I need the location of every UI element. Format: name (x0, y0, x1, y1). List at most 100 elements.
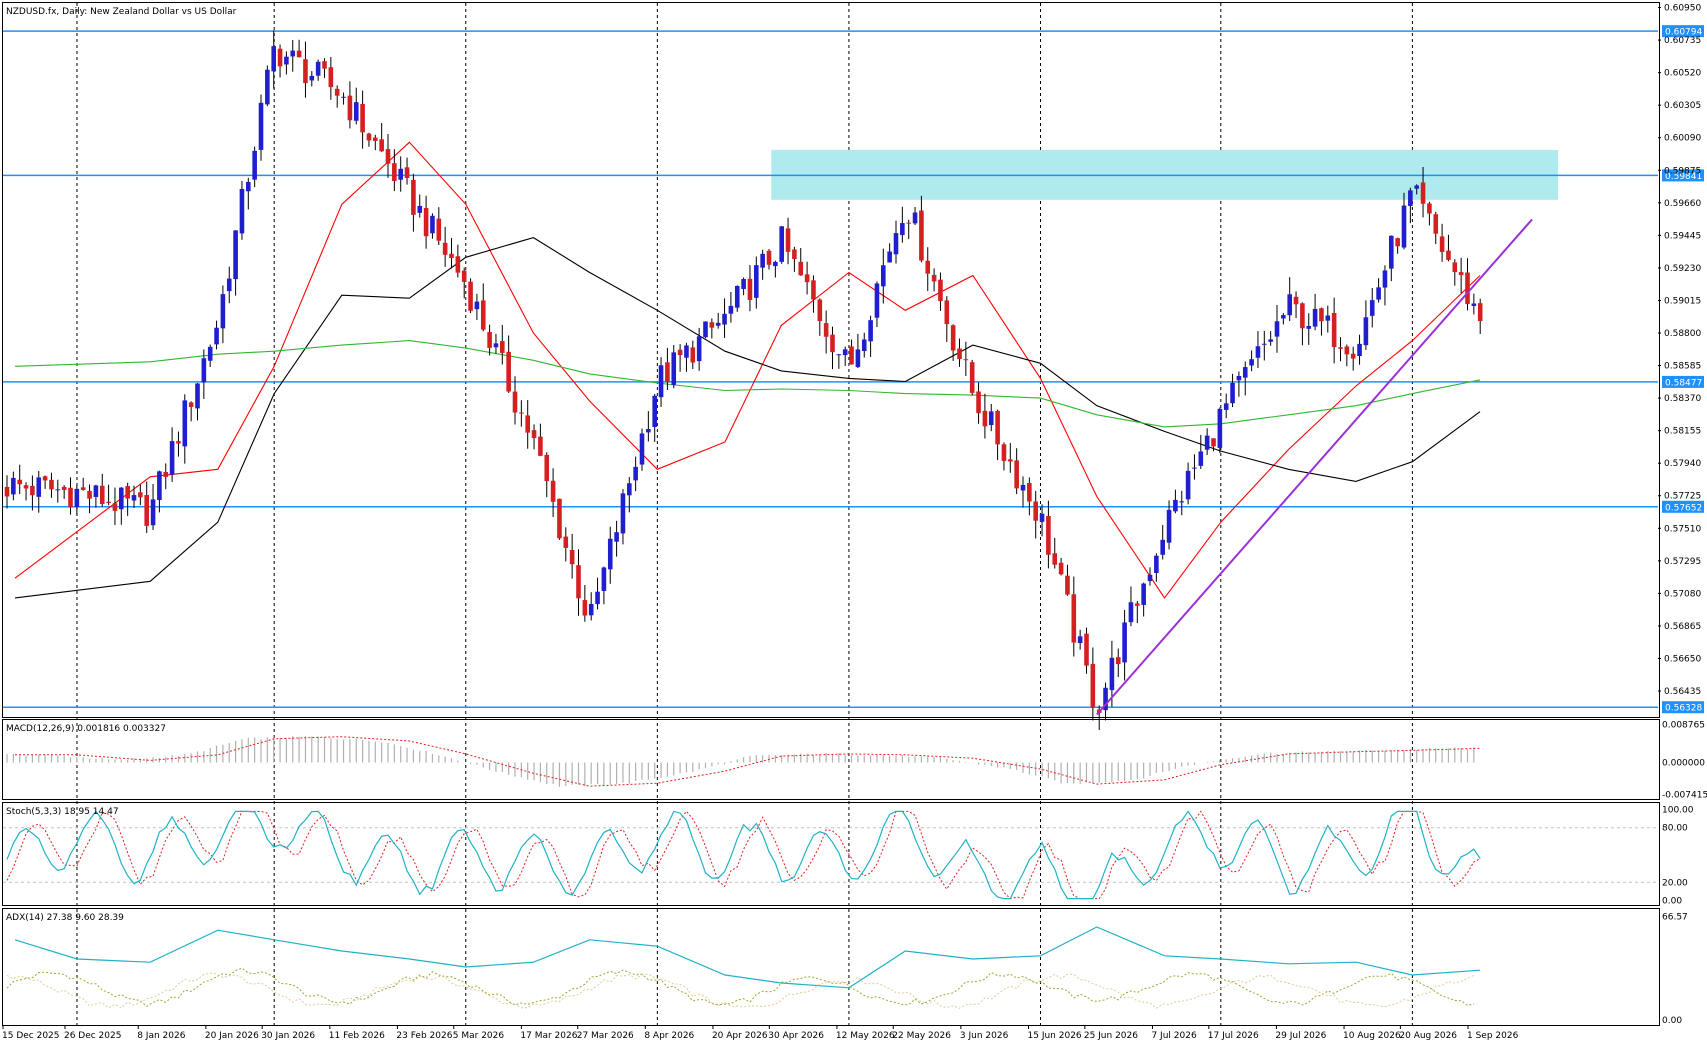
candle-body (658, 365, 664, 398)
candle-body (455, 256, 461, 273)
date-axis-tick-15: 3 Jun 2026 (960, 1031, 1009, 1041)
candle-body (1230, 382, 1235, 404)
candle-body (1154, 555, 1159, 574)
candle-body (430, 215, 435, 234)
macd-panel: 0.008765 0.000000 -0.007415 (6, 721, 1707, 800)
price-axis-tick-18: 0.57080 (1664, 589, 1701, 599)
candle-body (17, 479, 22, 485)
date-axis-tick-23: 1 Sep 2026 (1467, 1031, 1519, 1041)
candle-body (614, 532, 619, 542)
candle-body (976, 391, 981, 414)
candle-body (722, 313, 727, 325)
candle-body (957, 348, 962, 360)
price-axis-tick-2: 0.60520 (1664, 69, 1701, 79)
candle-body (671, 352, 677, 385)
candle-body (23, 485, 29, 489)
candle-body (849, 346, 854, 365)
trendline[interactable] (1096, 218, 1533, 716)
stoch-main-line (6, 810, 1481, 900)
candle-body (284, 56, 289, 65)
trendline-line (1096, 218, 1533, 716)
candle-body (1160, 539, 1165, 555)
candle-body (150, 499, 156, 526)
date-axis-tick-12: 30 Apr 2026 (768, 1031, 824, 1041)
candle-body (1300, 303, 1305, 329)
candle-body (950, 325, 956, 351)
candle-body (1001, 444, 1007, 461)
candle-body (1249, 359, 1254, 366)
candle-body (919, 210, 924, 261)
candle-body (646, 429, 651, 433)
date-axis-tick-9: 27 Mar 2026 (577, 1031, 634, 1041)
candle-body (328, 67, 334, 88)
price-axis-tick-12: 0.58370 (1664, 394, 1701, 404)
candle-body (404, 167, 410, 178)
candle-body (811, 280, 816, 300)
adx-plus-di-line (6, 967, 1474, 1008)
date-axis-tick-22: 20 Aug 2026 (1399, 1031, 1457, 1041)
candle-body (157, 471, 162, 501)
candle-body (487, 332, 492, 348)
candle-body (582, 600, 588, 616)
candle-body (538, 436, 543, 456)
candle-body (220, 294, 226, 329)
candle-body (214, 327, 219, 345)
candle-body (1255, 346, 1261, 358)
candle-body (1433, 214, 1439, 234)
candle-body (1281, 315, 1286, 319)
candle-body (709, 322, 715, 328)
price-axis-tick-5: 0.59875 (1664, 166, 1701, 176)
candle-body (233, 230, 238, 280)
candle-body (468, 281, 473, 311)
candle-body (1046, 515, 1051, 555)
candle-body (4, 486, 10, 497)
candle-body (1325, 315, 1331, 321)
adx-panel-border (2, 908, 1660, 1026)
date-axis: 15 Dec 2025 26 Dec 2025 8 Jan 2026 20 Jan 2… (2, 1025, 1519, 1041)
candle-body (1141, 583, 1146, 605)
candle-body (1135, 603, 1140, 606)
horizontal-level-label-0: 0.60794 (1665, 28, 1702, 38)
candle-body (309, 75, 315, 81)
candle-body (1331, 312, 1337, 348)
macd-axis-tick-1: 0.000000 (1662, 759, 1705, 769)
candle-body (87, 490, 92, 499)
horizontal-level-label-4: 0.56328 (1665, 704, 1702, 714)
candle-body (258, 102, 264, 150)
stoch-signal-line (6, 810, 1481, 900)
candle-body (449, 253, 454, 258)
adx-axis-tick-1: 0.00 (1662, 1016, 1682, 1026)
candle-body (1414, 185, 1419, 189)
candle-body (868, 320, 873, 342)
candle-body (969, 362, 975, 393)
candle-body (931, 274, 937, 282)
candle-body (995, 410, 1000, 445)
candle-body (373, 137, 378, 141)
candle-body (30, 485, 35, 496)
macd-axis-tick-2: -0.007415 (1662, 790, 1707, 800)
candle-body (112, 503, 118, 511)
candle-body (1020, 484, 1026, 491)
candle-body (1306, 325, 1312, 329)
price-axis-tick-14: 0.57940 (1664, 459, 1701, 469)
price-axis-tick-8: 0.59230 (1664, 264, 1701, 274)
candle-body (1052, 553, 1058, 565)
candle-body (887, 251, 892, 263)
candle-body (1166, 509, 1172, 543)
candle-body (620, 493, 626, 534)
candle-body (1420, 182, 1426, 204)
horizontal-levels[interactable]: 0.60794 0.59841 0.58477 0.57652 0.56328 (3, 25, 1704, 714)
candle-body (1471, 303, 1477, 306)
candle-body (550, 480, 556, 502)
candle-body (1293, 296, 1299, 305)
candle-body (442, 242, 448, 255)
candle-body (779, 226, 784, 262)
candle-body (773, 261, 778, 267)
candle-body (677, 349, 683, 356)
candle-body (874, 283, 880, 318)
candle-body (785, 228, 791, 252)
candle-body (296, 50, 302, 58)
candle-body (906, 222, 911, 224)
price-axis-tick-0: 0.60950 (1664, 4, 1701, 14)
